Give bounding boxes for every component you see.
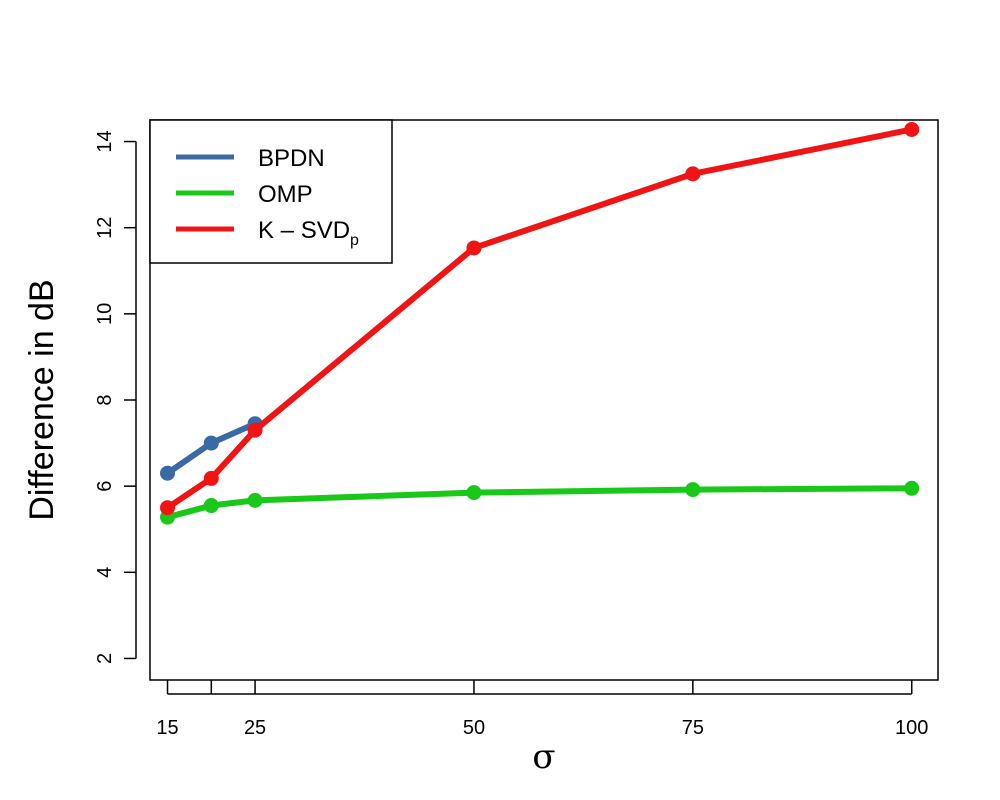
y-axis-title: Difference in dB (23, 279, 61, 520)
x-tick-label: 25 (244, 717, 266, 739)
y-tick-label: 10 (94, 303, 116, 325)
legend-label: OMP (258, 181, 313, 208)
data-point (247, 492, 263, 508)
plot-frame (149, 119, 939, 681)
data-point (203, 498, 219, 514)
data-point (247, 422, 263, 438)
data-point (904, 121, 920, 137)
series-k-svd (160, 121, 920, 516)
x-axis: 15 25 50 75 100 (156, 680, 928, 739)
data-point (466, 240, 482, 256)
legend-label-main: OMP (258, 181, 313, 208)
data-point (203, 470, 219, 486)
x-tick-label: 15 (156, 717, 178, 739)
y-tick-label: 8 (94, 394, 116, 405)
y-tick-label: 6 (94, 481, 116, 492)
y-axis: 2 4 6 8 10 12 14 (94, 130, 137, 664)
data-point (466, 485, 482, 501)
series-line (164, 485, 915, 521)
data-point (203, 435, 219, 451)
data-point (685, 166, 701, 182)
y-tick-label: 4 (94, 567, 116, 578)
legend: BPDN OMP K – SVDp (149, 119, 393, 264)
series-omp (160, 480, 920, 525)
legend-label-subscript: p (350, 232, 359, 249)
y-tick-label: 2 (94, 653, 116, 664)
series-line (164, 126, 915, 511)
x-axis-title: σ (532, 737, 555, 777)
series-layer (160, 121, 920, 525)
x-tick-label: 100 (895, 717, 928, 739)
x-tick-label: 50 (463, 717, 485, 739)
y-tick-label: 14 (94, 130, 116, 152)
legend-label-main: K – SVD (258, 217, 350, 244)
legend-label: K – SVDp (258, 217, 359, 249)
x-tick-label: 75 (682, 717, 704, 739)
data-point (685, 482, 701, 498)
data-point (904, 480, 920, 496)
legend-label-main: BPDN (258, 145, 325, 172)
y-tick-label: 12 (94, 217, 116, 239)
data-point (160, 465, 176, 481)
data-point (160, 500, 176, 516)
legend-label: BPDN (258, 145, 325, 172)
